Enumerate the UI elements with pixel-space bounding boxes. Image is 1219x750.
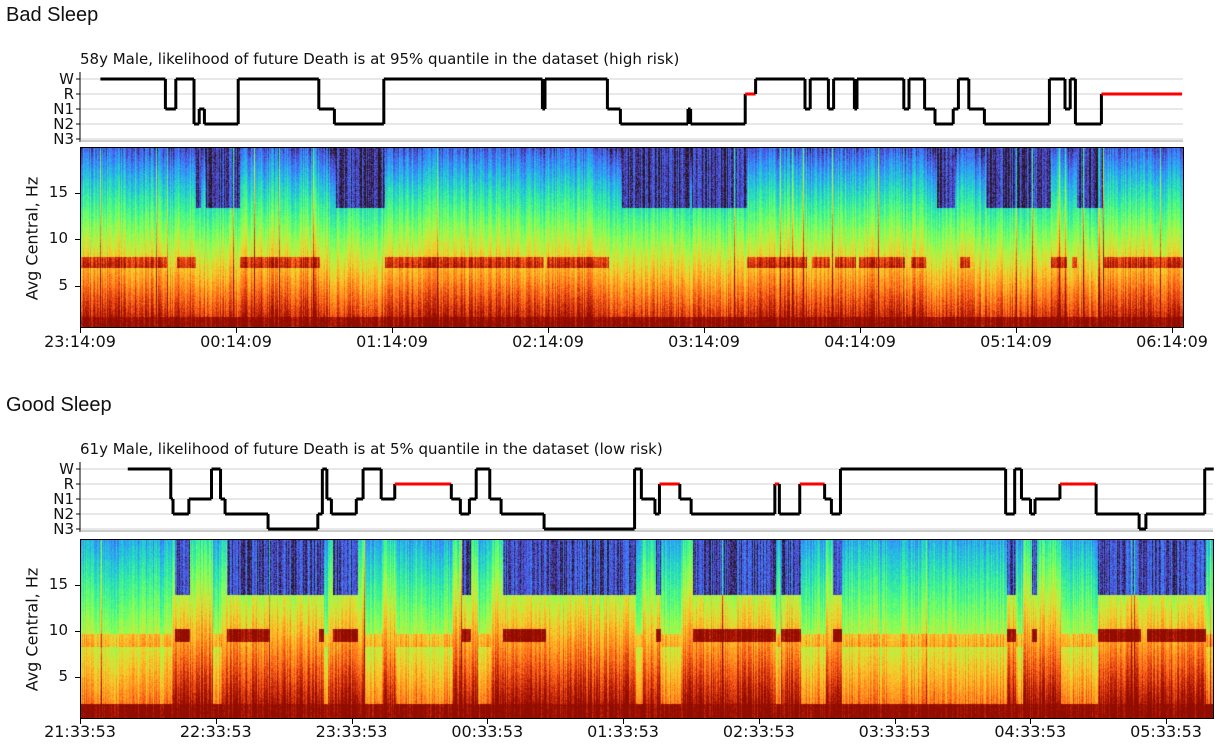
- hypnogram-good-sleep: [76, 462, 1214, 532]
- xtick-mark: [704, 328, 705, 333]
- ytick-label: 5: [58, 666, 68, 685]
- xtick-mark: [1016, 328, 1017, 333]
- xtick-mark: [894, 719, 896, 724]
- xtick-mark: [623, 719, 624, 724]
- xtick-label: 00:14:09: [200, 332, 272, 351]
- xtick-label: 03:33:53: [858, 722, 931, 741]
- ytick-mark: [75, 584, 80, 586]
- xtick-label: 05:33:53: [1130, 722, 1202, 741]
- ytick-label: 15: [48, 183, 68, 202]
- stage-label-n2: N2: [53, 505, 74, 523]
- xtick-mark: [548, 328, 549, 333]
- xtick-label: 02:14:09: [512, 332, 584, 351]
- stage-label-n3: N3: [53, 520, 74, 538]
- xtick-label: 04:33:53: [994, 722, 1067, 741]
- xtick-mark: [1172, 328, 1173, 333]
- stage-label-r: R: [63, 85, 74, 103]
- spectrogram-canvas-good-sleep: [81, 540, 1213, 718]
- xtick-mark: [1166, 719, 1167, 724]
- xtick-label: 03:14:09: [668, 332, 740, 351]
- stage-label-w: W: [59, 460, 74, 478]
- hypnogram-title-good-sleep: 61y Male, likelihood of future Death is …: [80, 440, 663, 458]
- xtick-label: 02:33:53: [722, 722, 795, 741]
- panel-heading-bad-sleep: Bad Sleep: [6, 4, 99, 26]
- hypnogram-bad-sleep: [76, 72, 1183, 142]
- xtick-mark: [80, 328, 81, 333]
- stage-label-n2: N2: [53, 115, 74, 133]
- stage-label-n1: N1: [53, 490, 74, 508]
- xtick-mark: [758, 719, 760, 724]
- xtick-label: 01:14:09: [356, 332, 428, 351]
- hypnogram-title-bad-sleep: 58y Male, likelihood of future Death is …: [80, 50, 680, 68]
- ytick-mark: [75, 193, 80, 195]
- ytick-label: 10: [48, 620, 68, 639]
- spectrogram-canvas-bad-sleep: [81, 148, 1183, 327]
- xtick-mark: [1030, 719, 1032, 724]
- ytick-mark: [75, 676, 80, 678]
- xtick-label: 23:33:53: [315, 722, 388, 741]
- xtick-label: 01:33:53: [587, 722, 659, 741]
- xtick-mark: [215, 719, 217, 724]
- xtick-mark: [860, 328, 861, 333]
- stage-label-r: R: [63, 475, 74, 493]
- xtick-label: 06:14:09: [1136, 332, 1208, 351]
- stage-label-n1: N1: [53, 100, 74, 118]
- xtick-mark: [487, 719, 489, 724]
- ytick-label: 15: [48, 574, 68, 593]
- panel-heading-good-sleep: Good Sleep: [6, 394, 112, 416]
- ytick-label: 10: [48, 229, 68, 248]
- stage-label-n3: N3: [53, 130, 74, 148]
- xtick-label: 04:14:09: [824, 332, 896, 351]
- xtick-mark: [80, 719, 81, 724]
- xtick-mark: [236, 328, 237, 333]
- spectrogram-good-sleep: [80, 539, 1214, 719]
- ytick-mark: [75, 630, 80, 632]
- xtick-label: 00:33:53: [451, 722, 524, 741]
- xtick-mark: [351, 719, 353, 724]
- xtick-mark: [392, 328, 393, 333]
- xtick-label: 22:33:53: [179, 722, 252, 741]
- ytick-label: 5: [58, 275, 68, 294]
- stage-label-w: W: [59, 70, 74, 88]
- xtick-label: 21:33:53: [44, 722, 116, 741]
- xtick-label: 05:14:09: [980, 332, 1052, 351]
- spectrogram-bad-sleep: [80, 147, 1184, 328]
- xtick-label: 23:14:09: [44, 332, 116, 351]
- ytick-mark: [75, 239, 80, 241]
- ytick-mark: [75, 285, 80, 287]
